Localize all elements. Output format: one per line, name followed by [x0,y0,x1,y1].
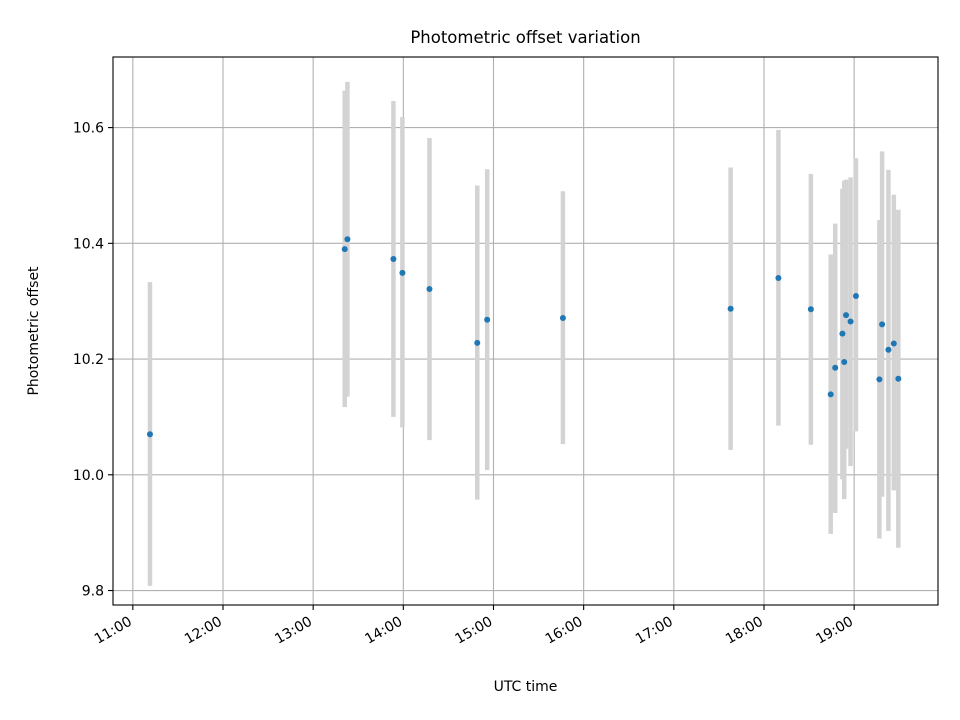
y-tick-label: 10.0 [73,468,104,484]
y-tick-label: 9.8 [82,584,104,600]
data-point [474,339,481,346]
data-point [879,321,886,328]
chart-title: Photometric offset variation [410,28,640,47]
data-point [841,358,848,365]
plot-frame [112,56,939,606]
data-point [890,340,897,347]
data-point [775,275,782,282]
data-point [852,292,859,299]
y-tick-label: 10.2 [73,352,104,368]
data-point [344,236,351,243]
y-axis-label: Photometric offset [26,266,42,396]
data-point [390,255,397,262]
data-point [847,318,854,325]
y-tick-label: 10.4 [73,236,104,252]
data-point [484,316,491,323]
data-point [146,431,153,438]
data-point [839,330,846,337]
data-point [885,346,892,353]
data-point [426,286,433,293]
data-point [727,305,734,312]
data-point [832,364,839,371]
data-point [843,312,850,319]
x-axis-label: UTC time [494,679,558,695]
data-point [876,376,883,383]
data-point [559,314,566,321]
grid-lines [113,57,938,605]
data-point [827,391,834,398]
data-point [895,375,902,382]
data-points [146,236,902,438]
data-point [399,269,406,276]
y-tick-label: 10.6 [73,121,104,137]
data-point [341,246,348,253]
data-point [807,306,814,313]
